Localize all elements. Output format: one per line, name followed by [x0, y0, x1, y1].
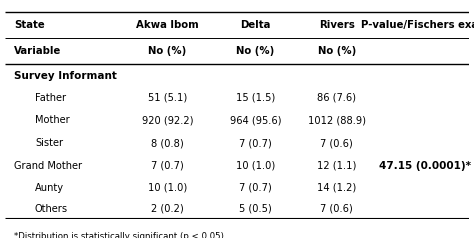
- Text: 7 (0.7): 7 (0.7): [239, 138, 272, 148]
- Text: Others: Others: [35, 203, 68, 213]
- Text: Survey Informant: Survey Informant: [14, 71, 117, 81]
- Text: Delta: Delta: [240, 20, 271, 30]
- Text: No (%): No (%): [237, 46, 275, 56]
- Text: *Distribution is statistically significant (p < 0.05).: *Distribution is statistically significa…: [14, 232, 227, 238]
- Text: Akwa Ibom: Akwa Ibom: [136, 20, 199, 30]
- Text: No (%): No (%): [318, 46, 356, 56]
- Text: 2 (0.2): 2 (0.2): [151, 203, 184, 213]
- Text: 12 (1.1): 12 (1.1): [317, 161, 356, 171]
- Text: Aunty: Aunty: [35, 183, 64, 193]
- Text: 8 (0.8): 8 (0.8): [151, 138, 184, 148]
- Text: Father: Father: [35, 93, 66, 103]
- Text: Variable: Variable: [14, 46, 61, 56]
- Text: P-value/Fischers exact: P-value/Fischers exact: [361, 20, 474, 30]
- Text: 15 (1.5): 15 (1.5): [236, 93, 275, 103]
- Text: 10 (1.0): 10 (1.0): [236, 161, 275, 171]
- Text: Sister: Sister: [35, 138, 63, 148]
- Text: Rivers: Rivers: [319, 20, 355, 30]
- Text: 51 (5.1): 51 (5.1): [148, 93, 187, 103]
- Text: 14 (1.2): 14 (1.2): [317, 183, 356, 193]
- Text: 920 (92.2): 920 (92.2): [142, 115, 193, 125]
- Text: 7 (0.7): 7 (0.7): [151, 161, 184, 171]
- Text: 86 (7.6): 86 (7.6): [318, 93, 356, 103]
- Text: 47.15 (0.0001)*: 47.15 (0.0001)*: [379, 161, 471, 171]
- Text: 1012 (88.9): 1012 (88.9): [308, 115, 366, 125]
- Text: Grand Mother: Grand Mother: [14, 161, 82, 171]
- Text: 7 (0.6): 7 (0.6): [320, 203, 353, 213]
- Text: No (%): No (%): [148, 46, 186, 56]
- Text: Mother: Mother: [35, 115, 70, 125]
- Text: 7 (0.7): 7 (0.7): [239, 183, 272, 193]
- Text: 10 (1.0): 10 (1.0): [148, 183, 187, 193]
- Text: State: State: [14, 20, 45, 30]
- Text: 5 (0.5): 5 (0.5): [239, 203, 272, 213]
- Text: 964 (95.6): 964 (95.6): [230, 115, 282, 125]
- Text: 7 (0.6): 7 (0.6): [320, 138, 353, 148]
